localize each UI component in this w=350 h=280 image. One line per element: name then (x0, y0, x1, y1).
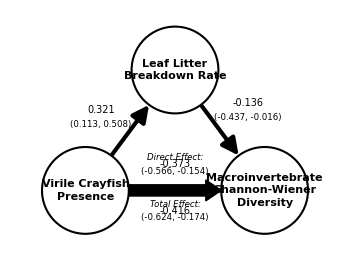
FancyArrow shape (129, 180, 221, 201)
Text: -0.373: -0.373 (160, 159, 190, 169)
Text: Virile Crayfish
Presence: Virile Crayfish Presence (42, 179, 129, 202)
Text: (-0.624, -0.174): (-0.624, -0.174) (141, 213, 209, 222)
Circle shape (42, 147, 129, 234)
Text: 0.321: 0.321 (87, 105, 114, 115)
Circle shape (221, 147, 308, 234)
Text: Total Effect:: Total Effect: (149, 200, 201, 209)
Text: (-0.437, -0.016): (-0.437, -0.016) (214, 113, 281, 122)
Text: Direct Effect:: Direct Effect: (147, 153, 203, 162)
Text: (-0.566, -0.154): (-0.566, -0.154) (141, 167, 209, 176)
Text: -0.416: -0.416 (160, 206, 190, 216)
Text: -0.136: -0.136 (232, 98, 263, 108)
Text: (0.113, 0.508): (0.113, 0.508) (70, 120, 131, 129)
Text: Leaf Litter
Breakdown Rate: Leaf Litter Breakdown Rate (124, 59, 226, 81)
Text: Macroinvertebrate
Shannon-Wiener
Diversity: Macroinvertebrate Shannon-Wiener Diversi… (206, 172, 323, 208)
Circle shape (132, 27, 218, 113)
